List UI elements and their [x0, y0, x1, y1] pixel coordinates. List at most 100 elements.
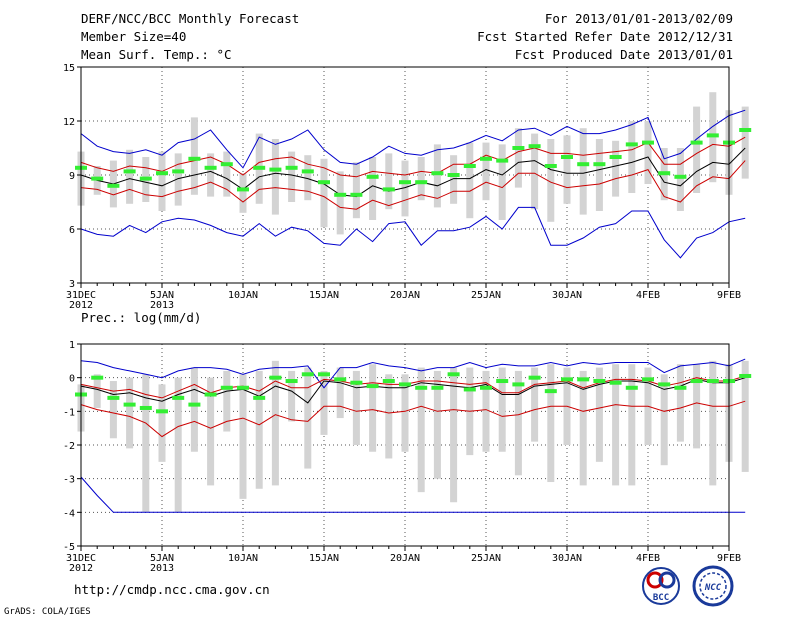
- spread-box: [369, 157, 377, 220]
- median-marker: [496, 158, 509, 163]
- series-std-upper: [80, 136, 746, 178]
- median-marker: [204, 392, 217, 397]
- median-marker: [350, 380, 363, 385]
- median-marker: [237, 385, 249, 390]
- spread-box: [709, 360, 717, 486]
- grads-credit: GrADS: COLA/IGES: [4, 607, 91, 617]
- spread-box: [417, 367, 425, 493]
- y-tick-label: -4: [63, 508, 75, 519]
- spread-box: [514, 370, 522, 476]
- median-marker: [447, 173, 460, 177]
- median-marker: [690, 379, 703, 384]
- spread-box: [223, 370, 231, 432]
- median-marker: [463, 164, 476, 168]
- median-marker: [658, 382, 671, 387]
- spread-box: [304, 155, 312, 201]
- spread-box: [271, 139, 279, 215]
- median-marker: [739, 373, 752, 378]
- spread-box: [320, 370, 328, 435]
- forecast-period: For 2013/01/01-2013/02/09: [545, 11, 733, 26]
- median-marker: [220, 162, 233, 167]
- median-marker: [561, 377, 573, 382]
- spread-box: [320, 158, 328, 228]
- median-marker: [237, 187, 249, 192]
- spread-box: [612, 364, 620, 486]
- spread-box: [482, 142, 490, 201]
- x-tick-label: 9FEB: [717, 290, 741, 301]
- series-std-lower: [80, 160, 746, 210]
- forecast-start-date: Fcst Started Refer Date 2012/12/31: [477, 29, 733, 44]
- website-url: http://cmdp.ncc.cma.gov.cn: [74, 582, 270, 597]
- median-marker: [382, 379, 395, 384]
- series-std-upper: [80, 375, 746, 399]
- spread-box: [207, 377, 215, 486]
- x-tick-label: 20JAN: [390, 553, 420, 564]
- spread-box: [498, 144, 506, 220]
- x-tick-label: 10JAN: [228, 553, 258, 564]
- series-mean: [80, 377, 746, 404]
- y-tick-label: 6: [69, 225, 75, 236]
- median-marker: [544, 164, 557, 168]
- median-marker: [415, 385, 428, 390]
- y-tick-label: -5: [63, 542, 75, 553]
- spread-box: [579, 128, 587, 215]
- median-marker: [706, 379, 719, 384]
- spread-box: [174, 153, 182, 206]
- y-tick-label: 3: [69, 279, 75, 290]
- spread-box: [158, 151, 166, 211]
- x-tick-label: 15JAN: [309, 290, 339, 301]
- y-tick-label: -3: [63, 475, 75, 486]
- median-marker: [577, 162, 590, 167]
- x-tick-label: 25JAN: [471, 290, 501, 301]
- median-marker: [561, 155, 573, 159]
- spread-box: [531, 367, 539, 442]
- median-marker: [301, 169, 314, 174]
- median-marker: [658, 171, 671, 176]
- y-tick-label: 0: [69, 374, 75, 385]
- spread-box: [190, 367, 198, 452]
- x-tick-label: 20JAN: [390, 290, 420, 301]
- y-tick-label: 12: [63, 117, 75, 128]
- spread-box: [676, 148, 684, 211]
- ncc-logo-text: NCC: [704, 583, 722, 593]
- spread-box: [288, 151, 296, 202]
- spread-box: [693, 106, 701, 193]
- y-tick-label: 15: [63, 63, 75, 74]
- ncc-logo: NCC: [692, 565, 734, 607]
- spread-box: [93, 374, 101, 408]
- spread-box: [385, 153, 393, 210]
- median-marker: [642, 140, 654, 145]
- spread-box: [304, 367, 312, 469]
- median-marker: [139, 405, 152, 410]
- spread-box: [126, 377, 134, 449]
- spread-box: [741, 360, 749, 472]
- spread-box: [628, 364, 636, 486]
- median-marker: [625, 385, 638, 390]
- median-marker: [593, 379, 606, 384]
- x-tick-label: 5JAN: [150, 290, 174, 301]
- x-tick-label: 30JAN: [552, 290, 582, 301]
- median-marker: [350, 192, 363, 197]
- spread-box: [417, 157, 425, 201]
- spread-box: [352, 162, 360, 219]
- median-marker: [301, 372, 314, 377]
- median-marker: [674, 385, 687, 390]
- spread-box: [126, 149, 134, 204]
- x-tick-sublabel: 2012: [69, 563, 93, 574]
- spread-box: [531, 133, 539, 210]
- spread-box: [288, 370, 296, 422]
- median-marker: [123, 402, 136, 407]
- x-tick-label: 10JAN: [228, 290, 258, 301]
- bcc-logo: BCC: [642, 567, 680, 605]
- median-marker: [366, 384, 379, 389]
- series-min: [80, 206, 746, 259]
- x-tick-sublabel: 2013: [150, 563, 174, 574]
- median-marker: [91, 375, 104, 380]
- spread-box: [239, 173, 247, 213]
- spread-box: [644, 121, 652, 184]
- median-marker: [269, 375, 282, 380]
- median-marker: [496, 379, 509, 384]
- median-marker: [593, 162, 606, 167]
